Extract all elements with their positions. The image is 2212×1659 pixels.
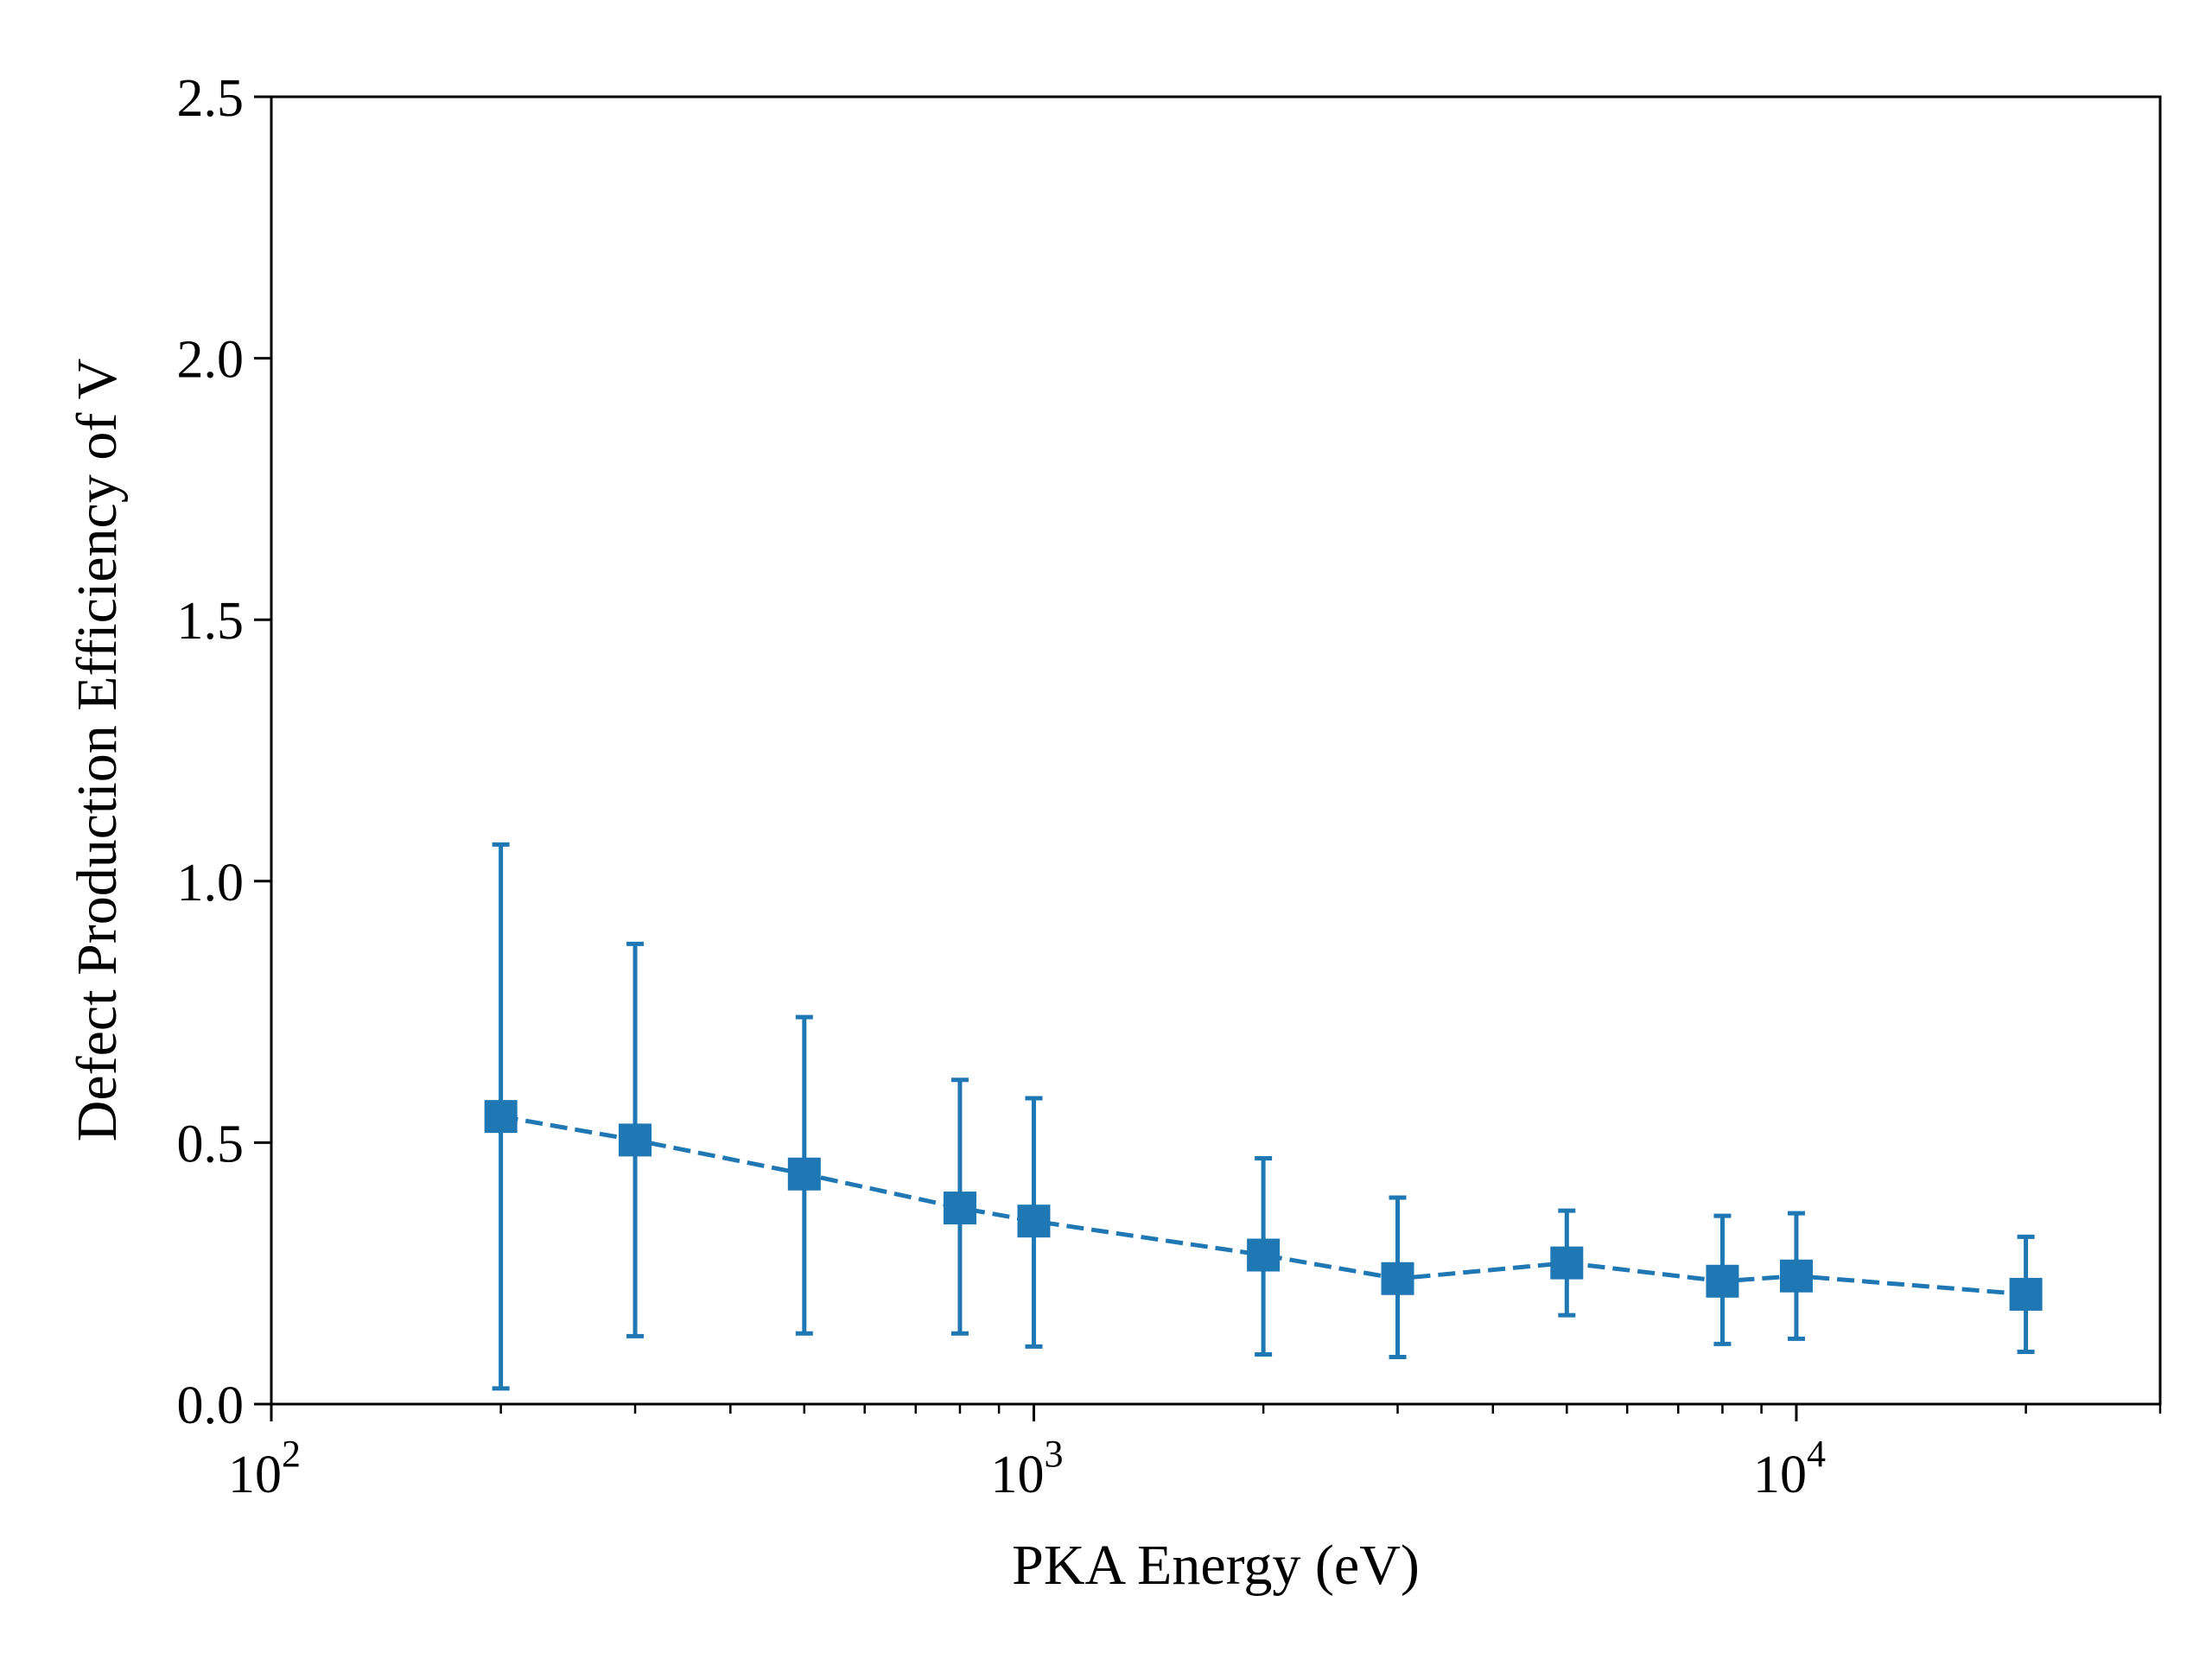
x-tick-label-base: 10 [990, 1446, 1044, 1504]
y-tick-label: 0.5 [177, 1115, 245, 1173]
x-tick-label: 103 [990, 1433, 1063, 1504]
x-tick-label-exponent: 3 [1044, 1433, 1063, 1475]
data-point [787, 1157, 821, 1191]
data-point [1381, 1262, 1414, 1295]
data-point [619, 1123, 652, 1157]
axis-ticks [254, 95, 1798, 1421]
data-point [2009, 1277, 2043, 1311]
series-line [500, 1114, 2026, 1297]
y-tick-label: 1.0 [177, 854, 245, 912]
y-tick-label: 0.0 [177, 1376, 245, 1435]
x-tick-label-base: 10 [228, 1446, 282, 1504]
x-tick-label-base: 10 [1753, 1446, 1807, 1504]
plot-frame [270, 95, 2162, 1406]
data-point [943, 1192, 976, 1225]
y-tick-label: 2.0 [177, 331, 245, 390]
data-point [484, 1100, 518, 1134]
series-layer [484, 842, 2043, 1391]
y-axis-title: Defect Production Efficiency of V [66, 359, 129, 1142]
x-tick-label-exponent: 2 [282, 1433, 301, 1475]
x-tick-label: 102 [228, 1433, 301, 1504]
data-point [1550, 1246, 1584, 1280]
y-tick-label: 2.5 [177, 69, 245, 128]
data-point [1779, 1259, 1813, 1293]
x-tick-label-exponent: 4 [1807, 1433, 1826, 1475]
plot-background [271, 97, 2160, 1404]
x-axis-title: PKA Energy (eV) [1012, 1534, 1420, 1597]
data-point [1247, 1238, 1281, 1272]
y-tick-label: 1.5 [177, 592, 245, 651]
data-point [1706, 1264, 1739, 1298]
x-tick-label: 104 [1753, 1433, 1826, 1504]
x-minor-ticks [499, 1404, 2162, 1414]
data-point [1017, 1205, 1051, 1238]
